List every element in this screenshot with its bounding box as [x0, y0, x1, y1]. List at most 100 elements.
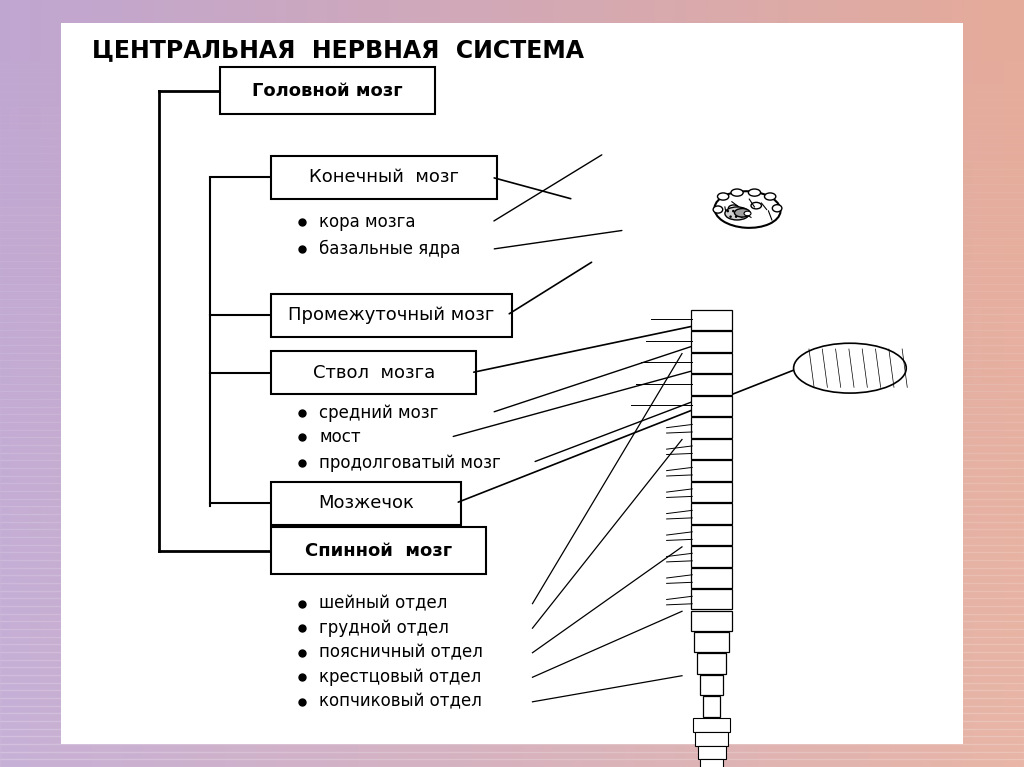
Bar	[594, 0, 604, 767]
Bar	[0, 614, 1024, 621]
FancyBboxPatch shape	[702, 696, 721, 717]
Bar	[92, 0, 102, 767]
Bar	[0, 660, 1024, 667]
Bar	[0, 222, 1024, 230]
Ellipse shape	[718, 193, 729, 200]
Bar	[0, 506, 1024, 514]
FancyBboxPatch shape	[271, 482, 461, 525]
FancyBboxPatch shape	[695, 732, 728, 746]
Bar	[307, 0, 317, 767]
Bar	[860, 0, 870, 767]
Bar	[0, 176, 1024, 184]
Bar	[604, 0, 614, 767]
Bar	[614, 0, 625, 767]
Bar	[481, 0, 492, 767]
Bar	[0, 445, 1024, 453]
FancyBboxPatch shape	[691, 439, 732, 459]
Bar	[696, 0, 707, 767]
Bar	[61, 0, 72, 767]
Bar	[543, 0, 553, 767]
Bar	[0, 238, 1024, 245]
Bar	[0, 276, 1024, 284]
Bar	[901, 0, 911, 767]
FancyBboxPatch shape	[694, 632, 729, 653]
Bar	[82, 0, 92, 767]
Bar	[0, 31, 1024, 38]
FancyBboxPatch shape	[691, 374, 732, 395]
Bar	[0, 199, 1024, 207]
Bar	[0, 337, 1024, 345]
Bar	[0, 384, 1024, 391]
Bar	[819, 0, 829, 767]
Bar	[911, 0, 922, 767]
Bar	[973, 0, 983, 767]
Bar	[0, 437, 1024, 445]
Bar	[0, 399, 1024, 407]
Bar	[717, 0, 727, 767]
Bar	[0, 253, 1024, 261]
Bar	[1004, 0, 1014, 767]
Bar	[0, 460, 1024, 468]
Bar	[0, 552, 1024, 560]
Bar	[0, 744, 1024, 752]
Bar	[666, 0, 676, 767]
Bar	[225, 0, 236, 767]
Text: ЦЕНТРАЛЬНАЯ  НЕРВНАЯ  СИСТЕМА: ЦЕНТРАЛЬНАЯ НЕРВНАЯ СИСТЕМА	[92, 38, 584, 62]
Bar	[748, 0, 758, 767]
Text: шейный отдел: шейный отдел	[319, 594, 447, 613]
Bar	[707, 0, 717, 767]
Bar	[0, 499, 1024, 506]
Bar	[492, 0, 502, 767]
Bar	[0, 698, 1024, 706]
Bar	[0, 146, 1024, 153]
Bar	[655, 0, 666, 767]
FancyBboxPatch shape	[691, 611, 732, 631]
Bar	[840, 0, 850, 767]
Bar	[0, 123, 1024, 130]
Ellipse shape	[744, 211, 751, 216]
FancyBboxPatch shape	[61, 23, 963, 744]
Ellipse shape	[749, 189, 761, 196]
Bar	[635, 0, 645, 767]
Bar	[645, 0, 655, 767]
FancyBboxPatch shape	[700, 675, 723, 696]
Bar	[369, 0, 379, 767]
Bar	[0, 522, 1024, 529]
Bar	[0, 752, 1024, 759]
Bar	[0, 345, 1024, 353]
Bar	[0, 0, 10, 767]
Ellipse shape	[731, 189, 743, 196]
Ellipse shape	[734, 209, 751, 217]
Bar	[0, 736, 1024, 744]
Bar	[0, 713, 1024, 721]
Bar	[0, 683, 1024, 690]
FancyBboxPatch shape	[691, 589, 732, 610]
Text: Ствол  мозга: Ствол мозга	[312, 364, 435, 382]
Bar	[143, 0, 154, 767]
Bar	[0, 706, 1024, 713]
Bar	[0, 23, 1024, 31]
Bar	[0, 453, 1024, 460]
Bar	[0, 161, 1024, 169]
Text: Мозжечок: Мозжечок	[318, 494, 414, 512]
Bar	[256, 0, 266, 767]
FancyBboxPatch shape	[691, 353, 732, 374]
Bar	[0, 69, 1024, 77]
Bar	[881, 0, 891, 767]
Bar	[420, 0, 430, 767]
Bar	[0, 138, 1024, 146]
Text: Конечный  мозг: Конечный мозг	[309, 168, 459, 186]
Bar	[0, 537, 1024, 545]
Bar	[389, 0, 399, 767]
Bar	[0, 430, 1024, 437]
FancyBboxPatch shape	[691, 482, 732, 502]
Bar	[0, 314, 1024, 322]
Bar	[123, 0, 133, 767]
Bar	[512, 0, 522, 767]
Bar	[0, 407, 1024, 414]
Bar	[768, 0, 778, 767]
FancyBboxPatch shape	[691, 503, 732, 524]
Bar	[758, 0, 768, 767]
Bar	[184, 0, 195, 767]
Bar	[778, 0, 788, 767]
